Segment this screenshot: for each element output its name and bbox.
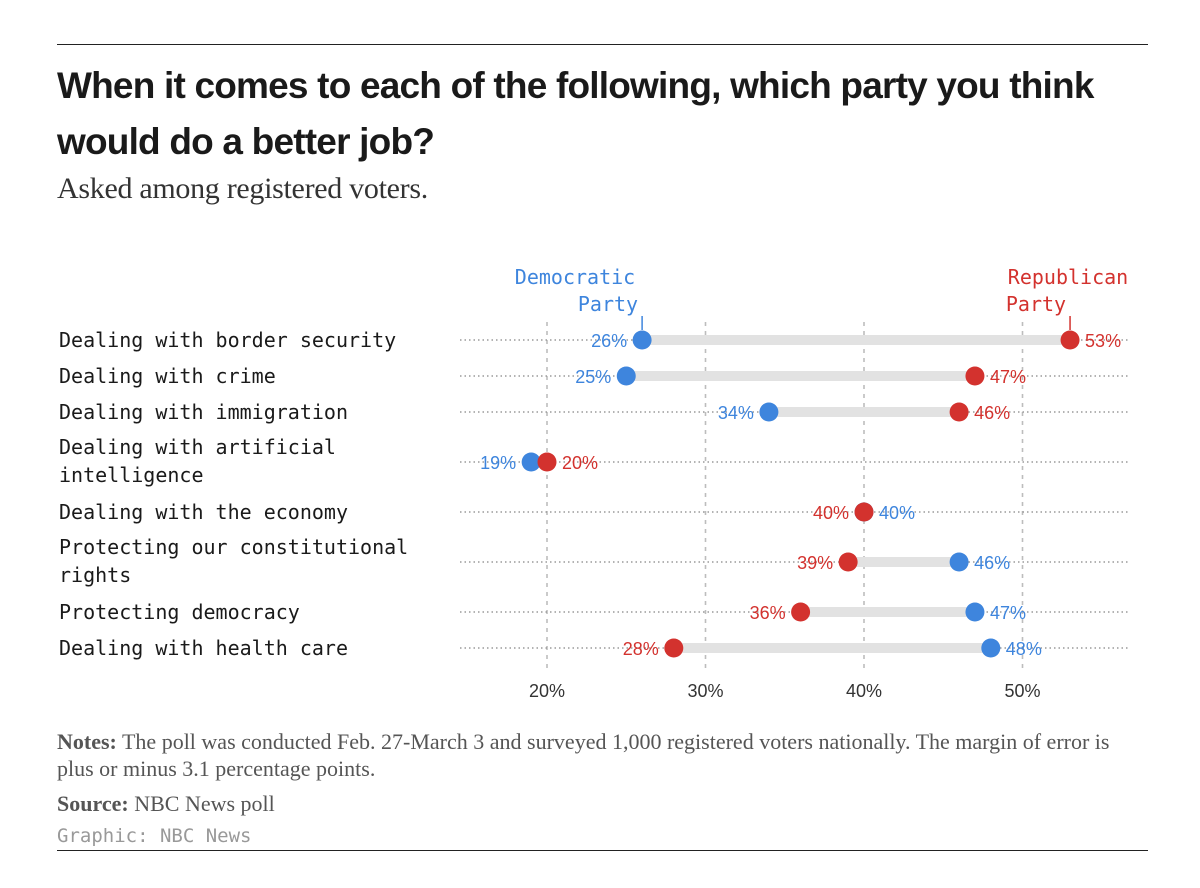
rep-value-label: 40% (813, 503, 849, 523)
rep-value-label: 28% (623, 639, 659, 659)
rep-series-label-line2: Party (1006, 292, 1066, 316)
category-label: Dealing with crime (59, 364, 276, 388)
dem-value-label: 48% (1006, 639, 1042, 659)
rep-value-label: 47% (990, 367, 1026, 387)
dem-value-label: 46% (974, 553, 1010, 573)
x-tick-label: 40% (846, 681, 882, 701)
rep-value-label: 39% (797, 553, 833, 573)
source-text: NBC News poll (134, 791, 275, 816)
range-bar (800, 607, 975, 617)
range-bar (642, 335, 1071, 345)
dem-value-label: 34% (718, 403, 754, 423)
category-label: Dealing with health care (59, 636, 348, 660)
dem-dot (981, 638, 1001, 658)
category-label: Dealing with immigration (59, 400, 348, 424)
category-label: Protecting our constitutional (59, 535, 408, 559)
x-tick-label: 50% (1004, 681, 1040, 701)
rep-dot (949, 402, 969, 422)
category-label: intelligence (59, 463, 204, 487)
range-bar (626, 371, 975, 381)
source: Source: NBC News poll (57, 791, 275, 817)
range-bar (768, 407, 960, 417)
dem-value-label: 19% (480, 453, 516, 473)
notes-text: The poll was conducted Feb. 27-March 3 a… (57, 729, 1110, 781)
category-label: Dealing with artificial (59, 435, 336, 459)
dot-range-chart: 20% 30% 40% 50% Dealing with border security… (59, 265, 1128, 701)
rep-dot (854, 502, 874, 522)
notes-label: Notes: (57, 729, 117, 754)
notes: Notes: The poll was conducted Feb. 27-Ma… (57, 728, 1137, 782)
source-label: Source: (57, 791, 129, 816)
dem-value-label: 40% (879, 503, 915, 523)
rep-value-label: 36% (750, 603, 786, 623)
dem-dot (965, 602, 985, 622)
rep-value-label: 20% (562, 453, 598, 473)
rep-dot (664, 638, 684, 658)
dem-series-label-line2: Party (578, 292, 638, 316)
dem-dot (949, 552, 969, 572)
dem-dot (759, 402, 779, 422)
dem-dot (616, 366, 636, 386)
category-label: Dealing with the economy (59, 500, 348, 524)
range-bar (673, 643, 991, 653)
category-label: Protecting democracy (59, 600, 300, 624)
rep-value-label: 53% (1085, 331, 1121, 351)
rep-dot (791, 602, 811, 622)
dem-dot (632, 330, 652, 350)
x-tick-label: 20% (529, 681, 565, 701)
dem-value-label: 47% (990, 603, 1026, 623)
graphic-credit: Graphic: NBC News (57, 825, 252, 847)
dem-value-label: 26% (591, 331, 627, 351)
chart-subtitle: Asked among registered voters. (57, 172, 428, 205)
chart-title: When it comes to each of the following, … (57, 65, 1094, 162)
bottom-rule (57, 850, 1148, 851)
range-bar (848, 557, 960, 567)
x-tick-label: 30% (687, 681, 723, 701)
dem-dot (521, 452, 541, 472)
dem-series-label-line1: Democratic (515, 265, 635, 289)
rep-dot (1060, 330, 1080, 350)
rep-value-label: 46% (974, 403, 1010, 423)
rep-dot (838, 552, 858, 572)
rep-dot (965, 366, 985, 386)
rep-dot (537, 452, 557, 472)
category-label: Dealing with border security (59, 328, 396, 352)
rep-series-label-line1: Republican (1008, 265, 1128, 289)
dem-value-label: 25% (575, 367, 611, 387)
top-rule (57, 44, 1148, 45)
category-label: rights (59, 563, 131, 587)
